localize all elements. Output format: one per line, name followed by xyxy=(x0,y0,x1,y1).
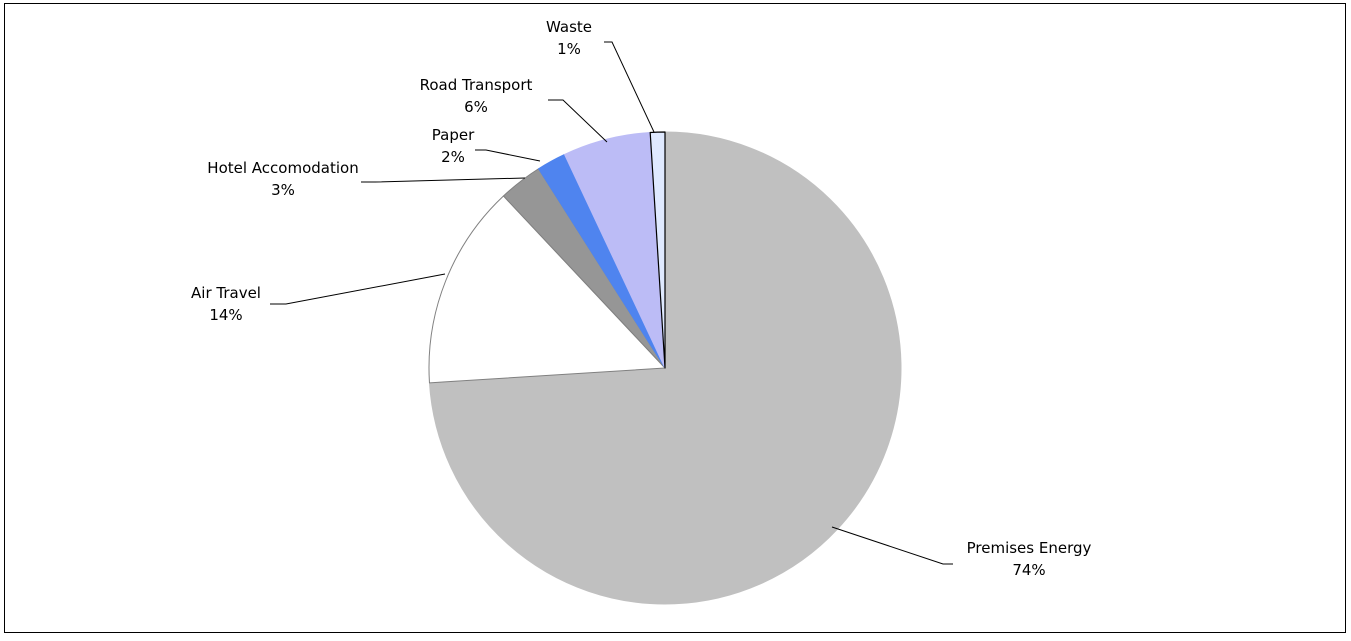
slice-value-road-transport: 6% xyxy=(464,98,488,116)
slice-labels: Premises Energy 74% Air Travel 14% Hotel Acc… xyxy=(191,18,1091,579)
slice-value-premises-energy: 74% xyxy=(1012,561,1045,579)
pie-slice-waste xyxy=(649,131,666,369)
leader-line-hotel-accomodation xyxy=(361,177,526,183)
slice-label-paper: Paper xyxy=(432,126,475,144)
pie-chart: Premises Energy 74% Air Travel 14% Hotel Acc… xyxy=(191,18,1092,605)
chart-frame: Premises Energy 74% Air Travel 14% Hotel Acc… xyxy=(4,3,1346,633)
leader-lines xyxy=(270,41,953,565)
slice-label-air-travel: Air Travel xyxy=(191,284,261,302)
leader-line-premises-energy xyxy=(831,526,953,565)
slice-label-hotel-accomodation: Hotel Accomodation xyxy=(207,159,358,177)
pie-slices xyxy=(428,131,902,605)
leader-line-paper xyxy=(475,149,541,162)
slice-value-paper: 2% xyxy=(441,148,465,166)
pie-slice-air-travel xyxy=(428,195,666,384)
slice-value-waste: 1% xyxy=(557,40,581,58)
slice-value-air-travel: 14% xyxy=(209,306,242,324)
slice-value-hotel-accomodation: 3% xyxy=(271,181,295,199)
slice-label-waste: Waste xyxy=(546,18,592,36)
leader-line-air-travel xyxy=(270,273,446,305)
slice-label-premises-energy: Premises Energy xyxy=(967,539,1092,557)
leader-line-road-transport xyxy=(548,99,608,143)
slice-label-road-transport: Road Transport xyxy=(420,76,533,94)
leader-line-waste xyxy=(604,41,655,133)
